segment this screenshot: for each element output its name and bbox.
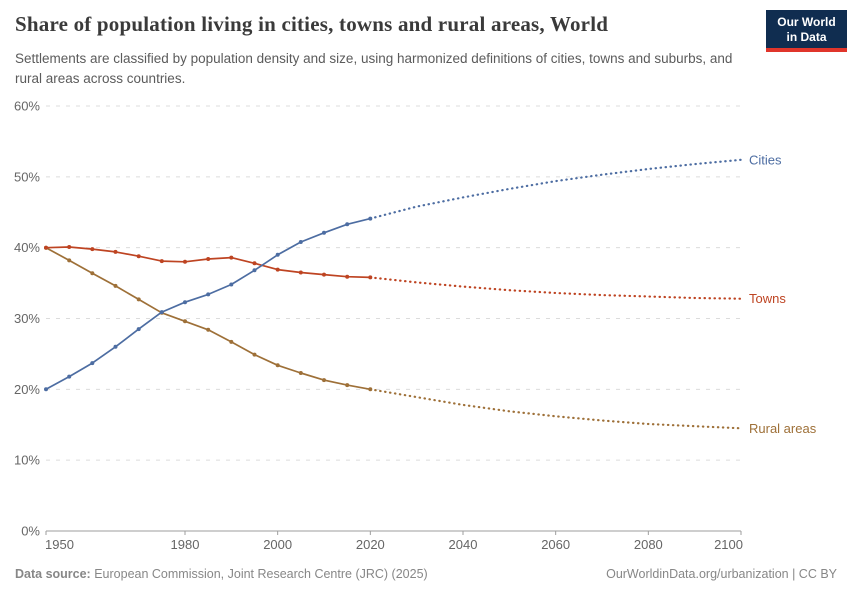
series-point-rural-areas <box>252 352 257 357</box>
series-point-cities <box>275 252 280 257</box>
series-point-rural-areas <box>345 383 350 388</box>
series-point-cities <box>67 374 72 379</box>
owid-logo-line1: Our World <box>777 15 836 29</box>
page-title: Share of population living in cities, to… <box>15 12 609 36</box>
data-source-value: European Commission, Joint Research Cent… <box>94 567 428 581</box>
x-axis-tick-label: 2080 <box>634 537 663 552</box>
series-line-cities <box>45 217 371 391</box>
owid-logo: Our World in Data <box>766 10 847 52</box>
series-point-towns <box>90 247 95 252</box>
series-point-towns <box>229 255 234 260</box>
x-axis-tick-label: 2020 <box>356 537 385 552</box>
series-point-cities <box>368 216 373 221</box>
series-point-cities <box>252 268 257 273</box>
y-axis-tick-label: 50% <box>14 169 40 184</box>
chart-subtitle: Settlements are classified by population… <box>15 51 733 86</box>
series-line-towns <box>45 246 371 279</box>
series-point-cities <box>90 361 95 366</box>
series-point-cities <box>159 310 164 315</box>
chart-footer: Data source: European Commission, Joint … <box>15 567 837 581</box>
x-axis-tick-label: 1980 <box>171 537 200 552</box>
series-projection-rural-areas <box>369 388 743 430</box>
series-point-towns <box>113 249 118 254</box>
series-point-rural-areas <box>229 339 234 344</box>
series-point-cities <box>44 387 48 392</box>
data-source: Data source: European Commission, Joint … <box>15 567 428 581</box>
x-axis-tick-label: 2060 <box>541 537 570 552</box>
series-point-rural-areas <box>322 378 326 383</box>
series-point-cities <box>298 240 303 244</box>
series-point-rural-areas <box>275 363 280 368</box>
series-point-cities <box>183 300 187 305</box>
series-label-towns: Towns <box>749 291 786 306</box>
line-chart-canvas: 0% 10% 20% 30% 40% 50% 60% 1950 1980 2000 2020 2040… <box>14 99 817 553</box>
series-point-towns <box>275 267 280 272</box>
x-axis-tick-label: 2000 <box>263 537 292 552</box>
series-point-towns <box>206 257 211 261</box>
series-point-rural-areas <box>206 327 211 332</box>
x-axis-tick-label: 2100 <box>714 537 743 552</box>
y-axis-tick-label: 0% <box>21 524 40 539</box>
series-point-rural-areas <box>113 283 118 288</box>
series-point-towns <box>368 275 373 280</box>
y-axis-tick-label: 30% <box>14 311 40 326</box>
series-label-rural-areas: Rural areas <box>749 421 817 436</box>
y-axis-tick-label: 10% <box>14 453 40 468</box>
series-point-towns <box>136 254 141 259</box>
series-point-rural-areas <box>298 371 303 375</box>
x-axis-tick-label: 2040 <box>449 537 478 552</box>
series-point-cities <box>322 230 326 235</box>
y-axis-tick-label: 60% <box>14 99 40 114</box>
attribution-link[interactable]: OurWorldinData.org/urbanization | CC BY <box>606 567 837 581</box>
y-axis-tick-label: 20% <box>14 382 40 397</box>
series-projection-towns <box>369 276 743 300</box>
series-point-cities <box>206 292 211 297</box>
series-point-towns <box>183 259 187 264</box>
series-projection-cities <box>369 158 743 220</box>
series-point-towns <box>44 245 48 250</box>
series-point-towns <box>252 261 257 266</box>
series-point-towns <box>298 270 303 275</box>
series-point-towns <box>322 272 326 277</box>
owid-logo-line2: in Data <box>786 30 827 44</box>
series-point-rural-areas <box>90 271 95 276</box>
series-point-rural-areas <box>67 258 72 263</box>
series-point-cities <box>345 222 350 227</box>
series-point-rural-areas <box>183 319 187 324</box>
series-point-cities <box>229 282 234 287</box>
series-point-rural-areas <box>136 297 141 302</box>
series-point-towns <box>159 259 164 264</box>
y-axis-tick-label: 40% <box>14 240 40 255</box>
series-point-cities <box>136 327 141 332</box>
series-point-rural-areas <box>368 387 373 392</box>
series-point-cities <box>113 344 118 349</box>
data-source-label: Data source: <box>15 567 91 581</box>
x-axis-tick-label: 1950 <box>45 537 74 552</box>
series-point-towns <box>67 245 72 249</box>
series-point-towns <box>345 274 350 279</box>
series-label-cities: Cities <box>749 152 782 167</box>
